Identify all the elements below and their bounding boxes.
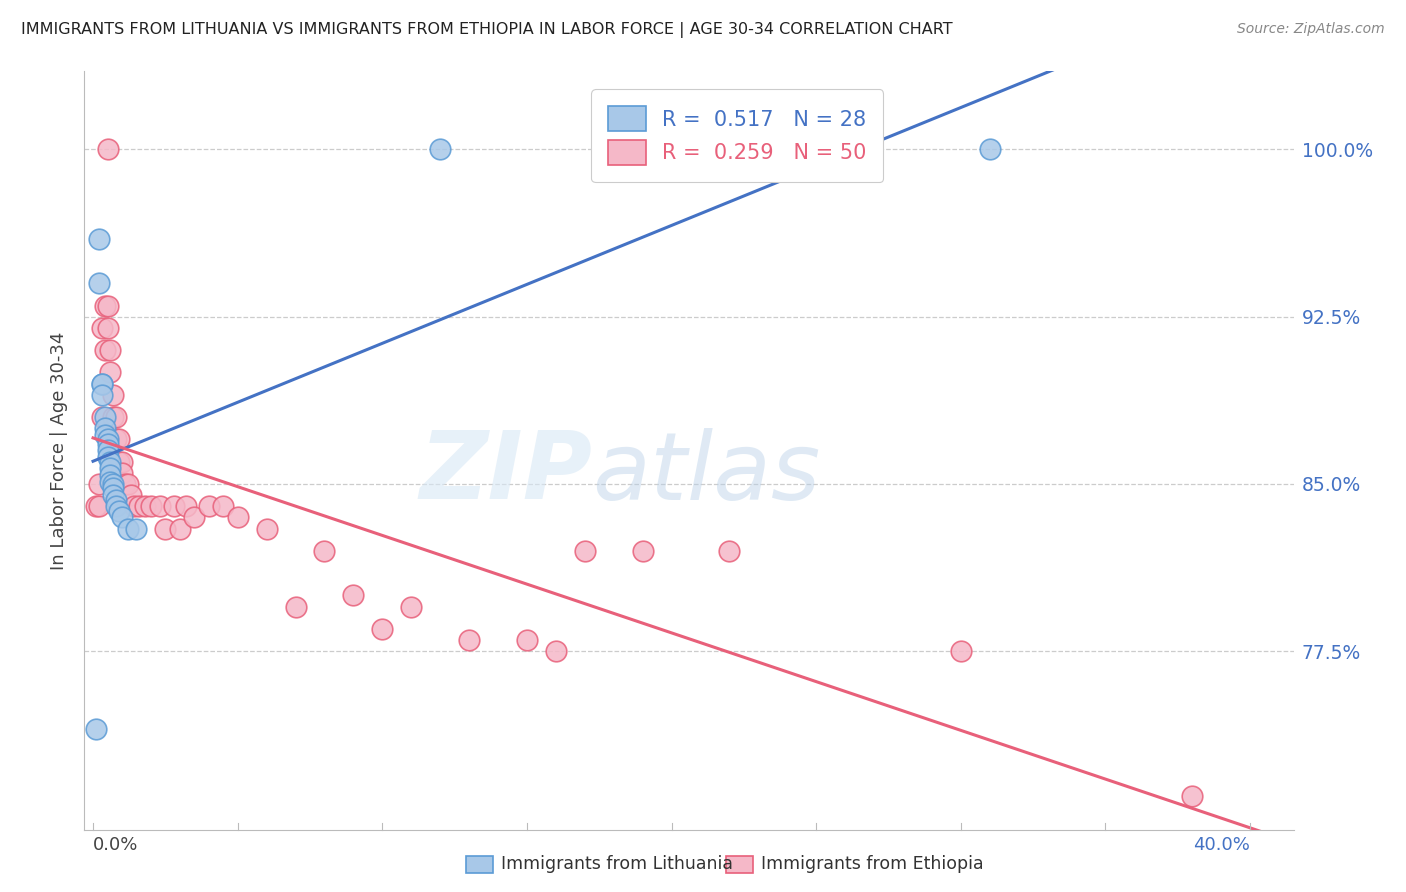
Text: IMMIGRANTS FROM LITHUANIA VS IMMIGRANTS FROM ETHIOPIA IN LABOR FORCE | AGE 30-34: IMMIGRANTS FROM LITHUANIA VS IMMIGRANTS … (21, 22, 953, 38)
Point (100, 461, 122, 475)
Text: 40.0%: 40.0% (1194, 836, 1250, 855)
Point (103, 488, 125, 502)
Point (574, 543, 596, 558)
Point (84, 722, 107, 736)
Text: ZIP: ZIP (419, 427, 592, 519)
Point (174, 499, 197, 513)
Point (516, 632, 538, 647)
Point (544, 644, 567, 658)
Point (117, 476, 139, 491)
Point (122, 499, 145, 513)
Point (226, 510, 249, 524)
Point (111, 510, 134, 524)
Text: atlas: atlas (592, 427, 821, 519)
Point (169, 521, 191, 535)
Point (163, 499, 186, 513)
Point (134, 499, 156, 513)
Point (117, 521, 139, 535)
Point (100, 475, 122, 489)
Point (96, 450, 118, 464)
Point (84, 499, 107, 513)
Point (108, 432, 131, 446)
Text: 0.0%: 0.0% (93, 836, 138, 855)
Point (148, 499, 170, 513)
Point (93, 427, 115, 442)
Point (197, 499, 219, 513)
Point (87, 499, 110, 513)
Point (1181, 789, 1204, 803)
Y-axis label: In Labor Force | Age 30-34: In Labor Force | Age 30-34 (49, 331, 67, 570)
Text: Source: ZipAtlas.com: Source: ZipAtlas.com (1237, 22, 1385, 37)
Point (155, 521, 177, 535)
Point (100, 454, 122, 468)
Point (120, 488, 142, 502)
Point (212, 499, 235, 513)
Point (96, 443, 118, 458)
Point (631, 543, 654, 558)
Point (103, 476, 125, 491)
Text: Immigrants from Lithuania: Immigrants from Lithuania (501, 855, 733, 873)
Point (96, 436, 118, 450)
Point (87, 276, 110, 290)
Point (90, 409, 112, 424)
Point (979, 142, 1001, 156)
Point (90, 320, 112, 334)
Point (342, 588, 364, 602)
Point (93, 409, 115, 424)
Point (183, 510, 205, 524)
Point (125, 521, 148, 535)
Point (93, 343, 115, 357)
Point (111, 454, 134, 468)
Point (105, 499, 128, 513)
Point (949, 644, 972, 658)
Point (139, 499, 162, 513)
Point (108, 454, 131, 468)
Point (429, 142, 451, 156)
Point (284, 599, 307, 614)
Point (96, 298, 118, 312)
Point (371, 622, 394, 636)
Point (96, 142, 118, 156)
Point (87, 476, 110, 491)
Point (128, 499, 150, 513)
Point (90, 376, 112, 391)
Point (90, 376, 112, 391)
Point (100, 365, 122, 379)
Point (105, 409, 128, 424)
Point (399, 599, 422, 614)
Point (718, 543, 741, 558)
Point (458, 632, 481, 647)
Text: Immigrants from Ethiopia: Immigrants from Ethiopia (761, 855, 983, 873)
Point (105, 492, 128, 507)
Point (108, 503, 131, 517)
Point (90, 387, 112, 401)
Point (93, 298, 115, 312)
Point (100, 343, 122, 357)
Point (103, 387, 125, 401)
Point (103, 409, 125, 424)
Point (103, 481, 125, 495)
Legend: R =  0.517   N = 28, R =  0.259   N = 50: R = 0.517 N = 28, R = 0.259 N = 50 (592, 89, 883, 182)
Point (114, 476, 136, 491)
Point (93, 421, 115, 435)
Point (314, 543, 336, 558)
Point (96, 432, 118, 446)
Point (256, 521, 278, 535)
Point (111, 466, 134, 480)
Point (87, 231, 110, 245)
Point (105, 432, 128, 446)
Point (96, 320, 118, 334)
Point (100, 467, 122, 482)
